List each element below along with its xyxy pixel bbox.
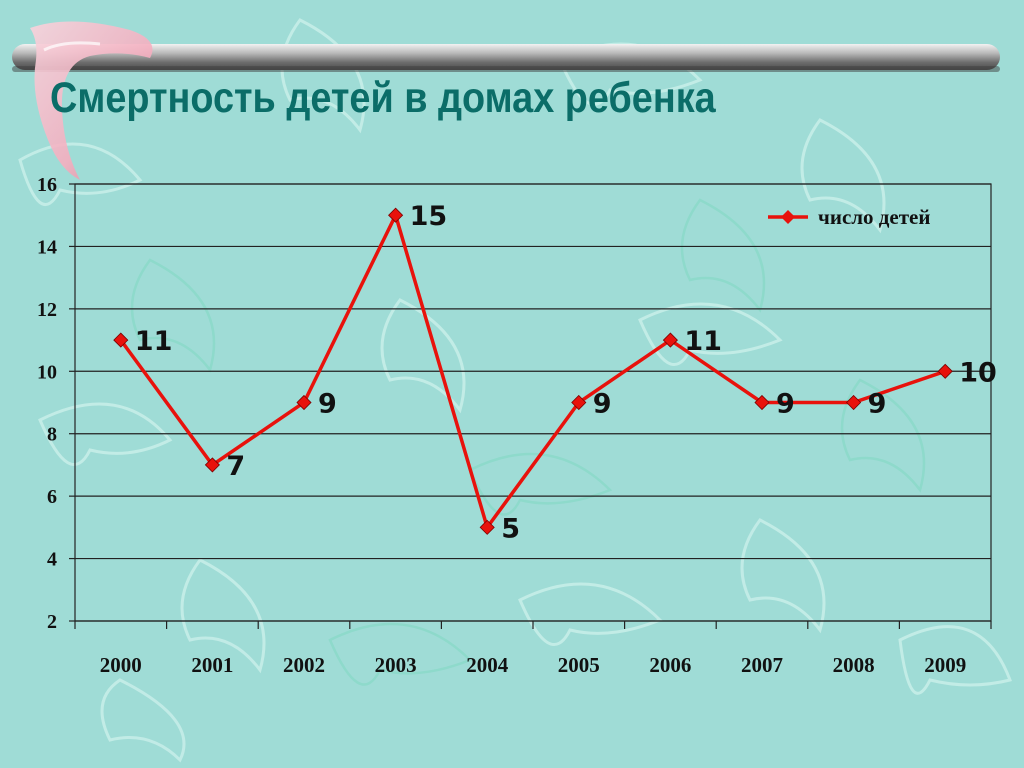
point-marker-2007 [754, 394, 770, 411]
series [113, 207, 953, 535]
data-labels: 11 7 9 15 5 9 11 9 9 10 [135, 201, 997, 544]
point-marker-2002 [296, 394, 312, 411]
data-label-2005: 9 [593, 389, 612, 420]
point-marker-2004 [479, 519, 495, 535]
data-label-2004: 5 [501, 513, 520, 544]
ytick-label-6: 6 [47, 486, 57, 508]
x-axis-ticks: 2000 2001 2002 2003 2004 2005 2006 2007 2008 2009 [74, 621, 992, 677]
ytick-label-2: 2 [47, 611, 57, 633]
xtick-label-2008: 2008 [833, 653, 875, 677]
ytick-label-4: 4 [47, 549, 57, 571]
data-label-2007: 9 [776, 389, 795, 420]
xtick-label-2000: 2000 [100, 653, 142, 677]
xtick-label-2003: 2003 [375, 653, 417, 677]
xtick-label-2006: 2006 [649, 653, 691, 677]
xtick-label-2007: 2007 [741, 653, 783, 677]
point-marker-2003 [388, 207, 404, 223]
series-line [119, 210, 946, 532]
data-label-2003: 15 [410, 201, 448, 232]
point-marker-2000 [113, 332, 129, 348]
title-decoration [12, 21, 1000, 180]
point-marker-2009 [937, 363, 953, 379]
xtick-label-2005: 2005 [558, 653, 600, 677]
ytick-label-10: 10 [37, 361, 57, 383]
slide-title: Смертность детей в домах ребенка [50, 74, 716, 122]
data-label-2001: 7 [226, 451, 245, 482]
ytick-label-8: 8 [47, 424, 57, 446]
data-label-2000: 11 [135, 326, 173, 357]
xtick-label-2009: 2009 [924, 653, 966, 677]
point-marker-2001 [204, 457, 220, 473]
legend-marker-diamond [781, 210, 795, 224]
xtick-label-2001: 2001 [191, 653, 233, 677]
ytick-label-16: 16 [37, 174, 57, 196]
xtick-label-2004: 2004 [466, 653, 509, 677]
point-marker-2006 [662, 332, 678, 348]
data-label-2002: 9 [318, 389, 337, 420]
ytick-label-14: 14 [37, 236, 57, 258]
ytick-label-12: 12 [37, 299, 57, 321]
data-label-2006: 11 [684, 326, 722, 357]
data-label-2008: 9 [868, 389, 887, 420]
xtick-label-2002: 2002 [283, 653, 325, 677]
point-marker-2008 [846, 394, 862, 411]
legend: число детей [768, 205, 930, 229]
legend-label: число детей [818, 205, 930, 229]
point-marker-2005 [571, 394, 587, 411]
y-axis-ticks: 2 4 6 8 10 12 14 16 [37, 174, 75, 633]
data-label-2009: 10 [959, 357, 997, 388]
